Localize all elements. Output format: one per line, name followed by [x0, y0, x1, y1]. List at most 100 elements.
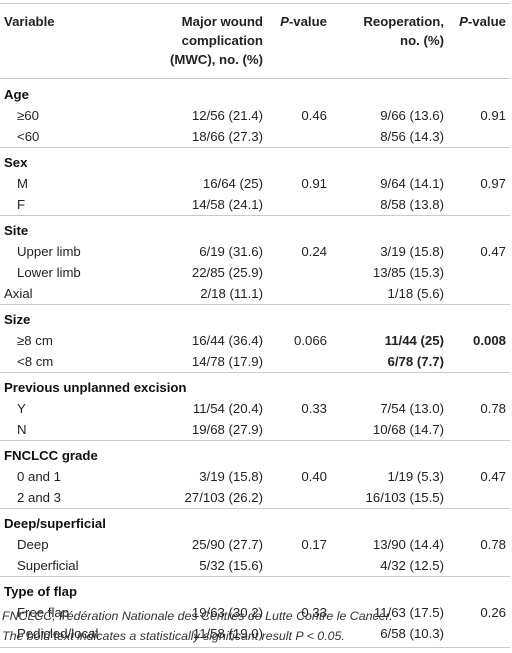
group-header-row: Age — [0, 79, 510, 106]
cell-p-value-reop — [448, 283, 510, 305]
cell-mwc: 27/103 (26.2) — [184, 490, 263, 505]
row-label: Deep — [17, 537, 49, 552]
cell-reoperation: 11/63 (17.5) — [373, 605, 444, 620]
cell-mwc: 12/56 (21.4) — [191, 108, 263, 123]
table-row: Axial 2/18 (11.1) 1/18 (5.6) — [0, 283, 510, 305]
cell-p-value-mwc: 0.17 — [301, 537, 327, 552]
cell-p-value-mwc — [267, 487, 331, 509]
table-row: Y 11/54 (20.4) 0.33 7/54 (13.0) 0.78 — [0, 398, 510, 419]
cell-p-value-mwc: 0.24 — [301, 244, 327, 259]
cell-mwc: 11/58 (19.0) — [136, 623, 267, 648]
cell-p-value-mwc — [267, 623, 331, 648]
table-row: ≥8 cm 16/44 (36.4) 0.066 11/44 (25) 0.008 — [0, 330, 510, 351]
cell-p-value-reop: 0.26 — [480, 605, 506, 620]
cell-mwc: 2/18 (11.1) — [200, 286, 263, 301]
row-label: M — [17, 176, 28, 191]
group-header-row: Type of flap — [0, 576, 510, 602]
group-header-row: Sex — [0, 147, 510, 173]
group-title: Size — [0, 304, 510, 330]
row-label: Pedicled/local — [0, 623, 136, 648]
header-mwc: Major wound complication (MWC), no. (%) — [136, 3, 267, 79]
cell-p-value-reop — [448, 351, 510, 373]
footnotes: FNCLCC, Fédération Nationale des Centres… — [2, 606, 510, 646]
table-row: Pedicled/local 11/58 (19.0) 6/58 (10.3) — [0, 623, 510, 648]
cell-p-value-reop: 0.78 — [480, 537, 506, 552]
group-header-row: Deep/superficial — [0, 508, 510, 534]
header-p-value-reop: P-value — [448, 3, 510, 79]
cell-p-value-mwc: 0.33 — [301, 605, 327, 620]
row-label: Superficial — [17, 558, 79, 573]
cell-p-value-mwc — [267, 351, 331, 373]
table-row: Lower limb 22/85 (25.9) 13/85 (15.3) — [0, 262, 510, 283]
header-p-value-mwc: P-value — [267, 3, 331, 79]
cell-reoperation: 10/68 (14.7) — [372, 422, 444, 437]
group-title: FNCLCC grade — [0, 440, 510, 466]
cell-p-value-mwc: 0.46 — [301, 108, 327, 123]
group-header-row: Previous unplanned excision — [0, 372, 510, 398]
cell-reoperation: 9/66 (13.6) — [380, 108, 444, 123]
cell-reoperation: 1/18 (5.6) — [387, 286, 444, 301]
table-row: M 16/64 (25) 0.91 9/64 (14.1) 0.97 — [0, 173, 510, 194]
row-label: Free flap — [17, 605, 70, 620]
cell-p-value-mwc: 0.066 — [293, 333, 327, 348]
row-label: Lower limb — [17, 265, 81, 280]
group-title: Previous unplanned excision — [0, 372, 510, 398]
row-label: <8 cm — [17, 354, 54, 369]
row-label: F — [17, 197, 26, 212]
cell-reoperation: 4/32 (12.5) — [380, 558, 444, 573]
header-reoperation: Reoperation, no. (%) — [331, 3, 448, 79]
cell-p-value-reop — [448, 126, 510, 148]
row-label: Y — [17, 401, 26, 416]
cell-p-value-reop: 0.47 — [480, 244, 506, 259]
cell-p-value-reop: 0.008 — [472, 333, 506, 348]
group-header-row: Size — [0, 304, 510, 330]
results-table: Variable Major wound complication (MWC),… — [0, 3, 510, 648]
cell-mwc: 11/54 (20.4) — [192, 401, 263, 416]
group-title: Deep/superficial — [0, 508, 510, 534]
footnote-abbreviation: FNCLCC, Fédération Nationale des Centres… — [2, 609, 393, 623]
cell-p-value-reop — [448, 555, 510, 577]
cell-p-value-reop: 0.78 — [480, 401, 506, 416]
row-label: Axial — [4, 286, 33, 301]
cell-p-value-reop — [448, 487, 510, 509]
cell-p-value-reop — [448, 262, 510, 283]
cell-p-value-mwc — [267, 126, 331, 148]
row-label: Upper limb — [17, 244, 81, 259]
cell-mwc: 19/68 (27.9) — [191, 422, 263, 437]
cell-mwc: 18/66 (27.3) — [191, 129, 263, 144]
cell-p-value-mwc — [267, 283, 331, 305]
table-row: 2 and 3 27/103 (26.2) 16/103 (15.5) — [0, 487, 510, 509]
cell-p-value-mwc: 0.91 — [301, 176, 327, 191]
cell-reoperation: 9/64 (14.1) — [380, 176, 444, 191]
cell-p-value-mwc: 0.33 — [301, 401, 327, 416]
cell-mwc: 3/19 (15.8) — [199, 469, 263, 484]
cell-mwc: 19/63 (30.2) — [191, 605, 263, 620]
cell-mwc: 16/44 (36.4) — [191, 333, 263, 348]
group-title: Type of flap — [0, 576, 510, 602]
cell-mwc: 5/32 (15.6) — [199, 558, 263, 573]
cell-p-value-reop — [448, 623, 510, 648]
cell-p-value-mwc — [267, 262, 331, 283]
group-header-row: Site — [0, 215, 510, 241]
cell-p-value-reop: 0.91 — [480, 108, 506, 123]
footnote-bold-note: The bold text indicates a statistically … — [2, 629, 345, 643]
cell-reoperation: 3/19 (15.8) — [380, 244, 444, 259]
cell-p-value-mwc: 0.40 — [301, 469, 327, 484]
group-title: Site — [0, 215, 510, 241]
table-body: Age ≥60 12/56 (21.4) 0.46 9/66 (13.6) 0.91 <60… — [0, 79, 510, 648]
cell-reoperation: 6/78 (7.7) — [387, 354, 444, 369]
header-variable: Variable — [0, 3, 136, 79]
cell-mwc: 16/64 (25) — [202, 176, 263, 191]
table-row: Superficial 5/32 (15.6) 4/32 (12.5) — [0, 555, 510, 577]
cell-reoperation: 13/85 (15.3) — [372, 265, 444, 280]
cell-p-value-mwc — [267, 419, 331, 441]
row-label: 0 and 1 — [17, 469, 61, 484]
row-label: <60 — [17, 129, 40, 144]
table-row: F 14/58 (24.1) 8/58 (13.8) — [0, 194, 510, 216]
cell-reoperation: 1/19 (5.3) — [387, 469, 444, 484]
row-label: N — [17, 422, 27, 437]
cell-reoperation: 11/44 (25) — [384, 333, 444, 348]
cell-mwc: 14/78 (17.9) — [191, 354, 263, 369]
cell-mwc: 22/85 (25.9) — [191, 265, 263, 280]
